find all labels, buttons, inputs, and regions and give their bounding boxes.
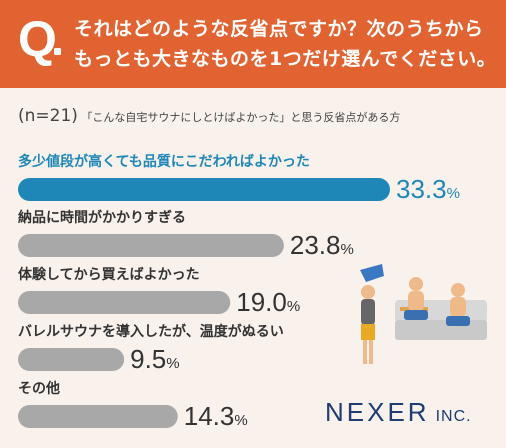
category-label: 納品に時間がかかりすぎる bbox=[18, 209, 186, 226]
towel-2 bbox=[446, 316, 470, 326]
unit-label: % bbox=[340, 241, 353, 258]
value-label: 9.5% bbox=[130, 344, 180, 374]
bar bbox=[18, 291, 231, 314]
category-label: その他 bbox=[18, 380, 60, 397]
bar bbox=[18, 234, 284, 257]
standing-body bbox=[361, 299, 375, 325]
person-head bbox=[409, 277, 423, 291]
leg-left bbox=[363, 340, 367, 364]
nexer-logo: NEXER INC. bbox=[325, 397, 472, 428]
bar bbox=[18, 405, 178, 428]
value-label: 23.8% bbox=[290, 230, 354, 260]
bar bbox=[18, 178, 390, 201]
unit-label: % bbox=[234, 412, 247, 429]
unit-label: % bbox=[447, 185, 460, 202]
question-line-2: もっとも大きなものを1つだけ選んでください。 bbox=[74, 48, 497, 70]
category-label: バレルサウナを導入したが、温度がぬるい bbox=[18, 323, 284, 340]
q-dot bbox=[54, 48, 61, 55]
standing-shorts bbox=[361, 324, 375, 340]
sauna-seat bbox=[395, 320, 487, 340]
standing-head bbox=[361, 285, 375, 299]
person-body-2 bbox=[450, 297, 466, 317]
sauna-illustration bbox=[360, 264, 487, 364]
category-label: 多少値段が高くても品質にこだわればよかった bbox=[18, 153, 310, 170]
leg-right bbox=[369, 340, 373, 364]
sample-description: 「こんな自宅サウナにしとけばよかった」と思う反省点がある方 bbox=[81, 111, 401, 124]
sample-size: (n=21) bbox=[18, 106, 78, 126]
person-body bbox=[408, 291, 424, 311]
bar bbox=[18, 348, 125, 371]
unit-label: % bbox=[287, 298, 300, 315]
person-head-2 bbox=[451, 283, 465, 297]
sample-subtitle: (n=21) 「こんな自宅サウナにしとけばよかった」と思う反省点がある方 bbox=[18, 106, 400, 126]
q-mark: Q bbox=[18, 11, 57, 67]
question-text: それはどのような反省点ですか？次のうちから もっとも大きなものを1つだけ選んでく… bbox=[74, 14, 502, 74]
category-label: 体験してから買えばよかった bbox=[18, 266, 200, 283]
value-label: 19.0% bbox=[236, 287, 300, 317]
question-header: Q それはどのような反省点ですか？次のうちから もっとも大きなものを1つだけ選ん… bbox=[0, 0, 506, 88]
logo-suffix: INC. bbox=[435, 408, 472, 425]
question-line-1: それはどのような反省点ですか？次のうちから bbox=[74, 18, 484, 40]
towel bbox=[404, 310, 428, 320]
unit-label: % bbox=[166, 355, 179, 372]
value-label: 14.3% bbox=[184, 401, 248, 431]
logo-name: NEXER bbox=[325, 397, 430, 427]
value-label: 33.3% bbox=[396, 174, 460, 204]
waving-towel bbox=[360, 264, 384, 282]
